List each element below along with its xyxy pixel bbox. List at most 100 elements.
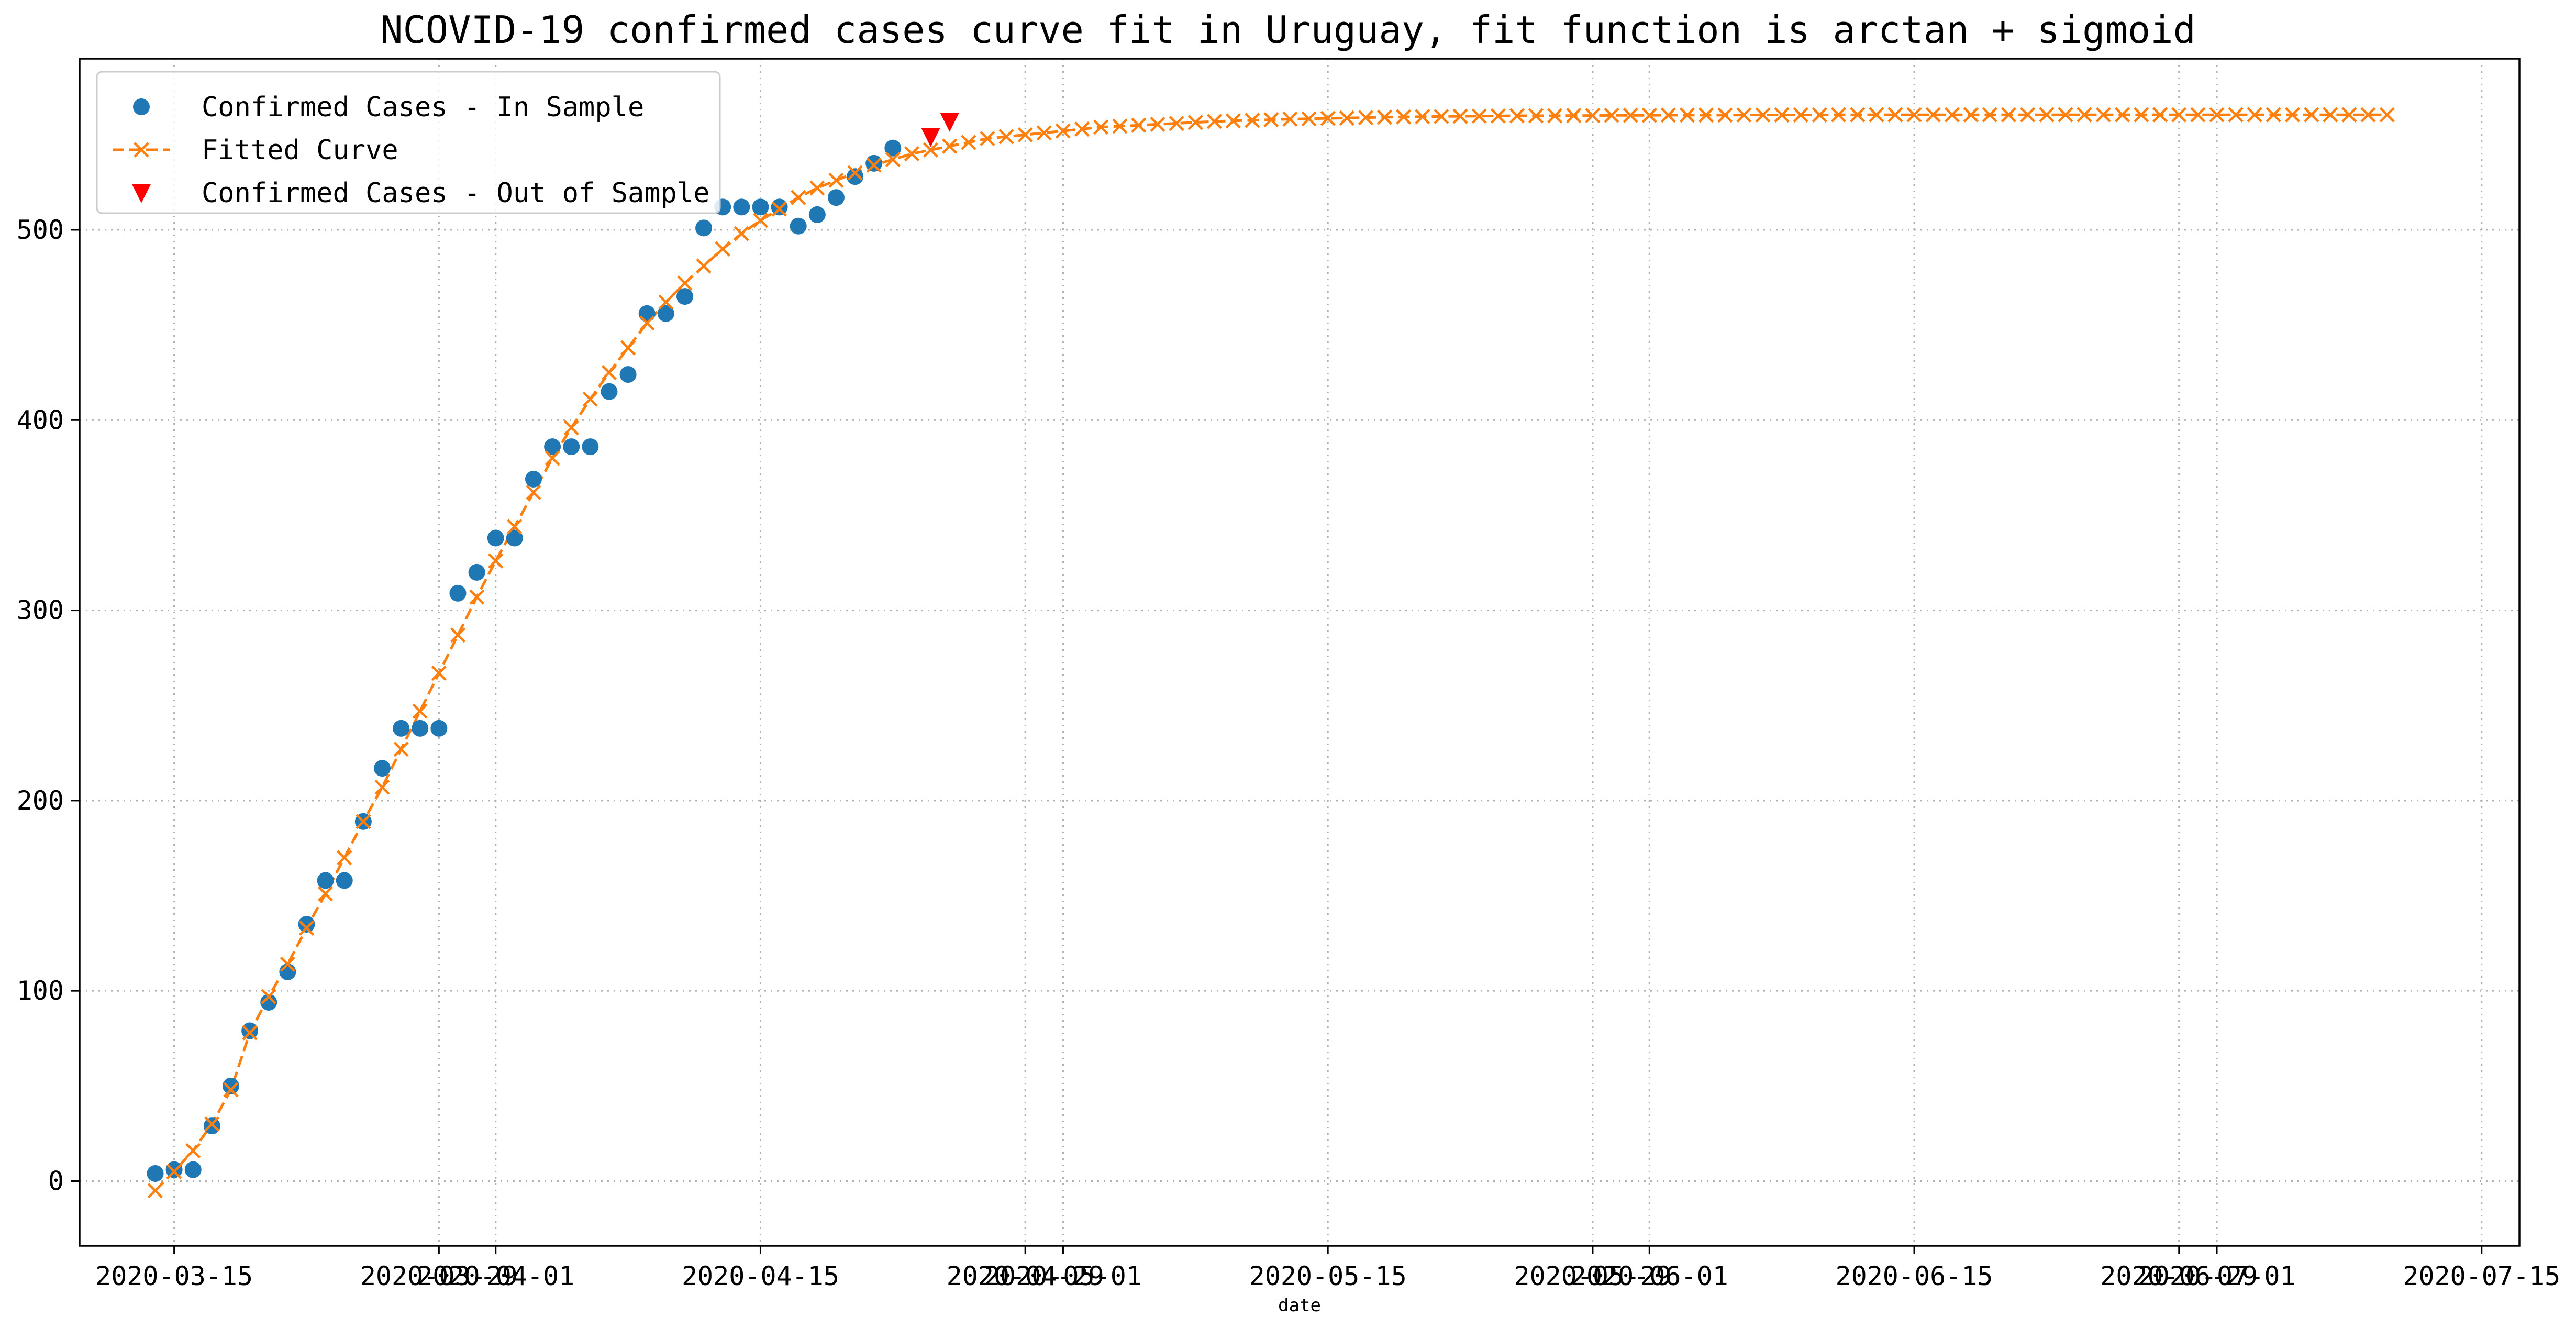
fitted-curve-point xyxy=(2171,107,2187,123)
in-sample-point xyxy=(771,198,788,216)
in-sample-point xyxy=(790,217,807,235)
in-sample-point xyxy=(430,720,448,737)
fitted-curve-point xyxy=(998,129,1014,145)
fitted-curve-point xyxy=(1660,107,1676,123)
fitted-curve-point xyxy=(1793,107,1808,123)
fitted-curve-point xyxy=(1093,119,1109,135)
fitted-curve-point xyxy=(1036,125,1052,141)
fitted-curve-point xyxy=(1925,107,1941,123)
fitted-curve-point xyxy=(2152,107,2168,123)
y-tick-label: 0 xyxy=(48,1166,64,1196)
fitted-curve-point xyxy=(1963,107,1979,123)
fitted-curve-point xyxy=(1434,108,1449,125)
fitted-curve-point xyxy=(2360,107,2376,123)
fitted-curve-point xyxy=(658,294,674,310)
fitted-curve-point xyxy=(1055,123,1071,139)
in-sample-point xyxy=(638,305,656,322)
fitted-curve-point xyxy=(771,201,787,217)
x-tick-label: 2020-04-15 xyxy=(682,1261,839,1291)
x-tick-label: 2020-05-01 xyxy=(984,1261,1142,1291)
fitted-curve-point xyxy=(2304,107,2319,123)
legend-marker-out-of-sample-point xyxy=(132,184,151,203)
fitted-curve-point xyxy=(1944,107,1960,123)
in-sample-point xyxy=(412,720,429,737)
fitted-curve-point xyxy=(601,364,617,381)
in-sample-point xyxy=(582,438,599,456)
x-tick-label: 2020-04-29 xyxy=(947,1261,1104,1291)
fitted-curve-point xyxy=(1850,107,1866,123)
fitted-curve-point xyxy=(2114,107,2130,123)
in-sample-point xyxy=(865,154,883,172)
fitted-curve-point xyxy=(298,920,315,936)
in-sample-point xyxy=(336,872,353,889)
in-sample-point xyxy=(468,563,485,581)
fitted-curve-point xyxy=(620,340,636,356)
in-sample-point xyxy=(373,760,391,777)
fitted-curve-point xyxy=(2379,107,2395,123)
fitted-curve-point xyxy=(1585,108,1601,124)
legend-marker-fitted-curve-point xyxy=(134,142,149,158)
fitted-curve-point xyxy=(752,213,769,228)
fitted-curve-point xyxy=(2058,107,2073,123)
x-tick-label: 2020-06-15 xyxy=(1836,1261,1993,1291)
fitted-curve-point xyxy=(337,850,352,866)
fitted-curve-point xyxy=(1396,109,1412,125)
fitted-curve-point xyxy=(1415,109,1430,125)
fitted-curve-point xyxy=(1830,107,1847,123)
fitted-curve-point xyxy=(2323,107,2338,123)
in-sample-point xyxy=(657,305,674,322)
in-sample-point xyxy=(165,1161,183,1178)
fitted-curve-point xyxy=(488,553,504,569)
out-of-sample-point xyxy=(921,128,940,147)
y-tick-label: 400 xyxy=(17,405,64,435)
fitted-curve-point xyxy=(545,450,560,466)
fitted-curve-point xyxy=(1698,107,1714,123)
in-sample-point xyxy=(487,529,504,547)
fitted-curve-line xyxy=(154,113,2388,1192)
fitted-curve-point xyxy=(1339,110,1354,126)
in-sample-point xyxy=(147,1165,164,1182)
fitted-curve-point xyxy=(1017,127,1033,142)
legend-label: Confirmed Cases - Out of Sample xyxy=(202,178,710,209)
in-sample-point xyxy=(393,720,410,737)
fitted-curve-point xyxy=(1358,110,1374,126)
fitted-curve-point xyxy=(356,814,371,829)
in-sample-point xyxy=(241,1022,259,1039)
fitted-curve-point xyxy=(1906,107,1922,123)
axes-frame xyxy=(79,58,2521,1247)
in-sample-point xyxy=(317,872,334,889)
fitted-curve-point xyxy=(809,180,825,196)
fitted-curve-point xyxy=(1679,107,1695,123)
fitted-curve-point xyxy=(2133,107,2149,123)
fitted-curve-point xyxy=(318,886,334,902)
fitted-curve-point xyxy=(450,627,466,643)
fitted-curve-point xyxy=(185,1143,201,1158)
fitted-curve-point xyxy=(242,1025,258,1041)
x-tick-label: 2020-07-15 xyxy=(2403,1261,2560,1291)
fitted-curve-point xyxy=(2190,107,2206,123)
in-sample-point xyxy=(619,366,637,383)
fitted-curve-point xyxy=(2077,107,2092,123)
in-sample-point xyxy=(279,963,296,980)
fitted-curve-point xyxy=(1982,107,1998,123)
y-tick-label: 500 xyxy=(17,215,64,245)
x-tick-label: 2020-03-15 xyxy=(95,1261,253,1291)
fitted-curve-point xyxy=(469,589,485,605)
fitted-curve-point xyxy=(639,315,655,331)
fitted-curve-point xyxy=(1225,113,1241,129)
fitted-curve-point xyxy=(1717,107,1733,123)
fitted-curve-point xyxy=(1169,115,1184,131)
fitted-curve-point xyxy=(1150,116,1165,132)
x-tick-label: 2020-05-15 xyxy=(1249,1261,1407,1291)
legend-label: Fitted Curve xyxy=(202,135,398,166)
fitted-curve-point xyxy=(1263,112,1279,128)
fitted-curve-point xyxy=(791,190,806,205)
out-of-sample-point xyxy=(940,113,959,132)
x-axis-label: date xyxy=(1278,1295,1321,1316)
fitted-curve-point xyxy=(866,157,882,173)
fitted-curve-point xyxy=(885,151,901,168)
fitted-curve-point xyxy=(1471,108,1487,124)
fitted-curve-point xyxy=(961,135,976,150)
fitted-curve-point xyxy=(582,391,598,407)
